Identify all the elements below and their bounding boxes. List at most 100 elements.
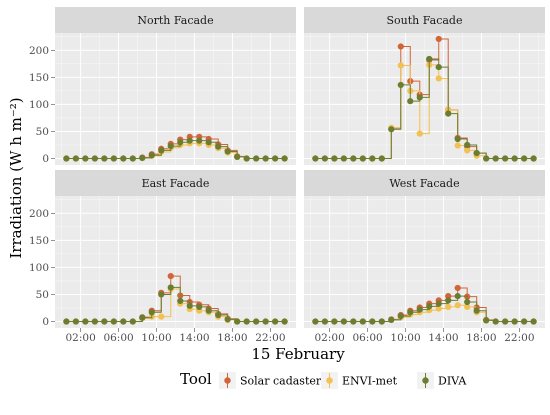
- data-point: [158, 291, 165, 298]
- data-point: [331, 318, 338, 325]
- data-point: [492, 155, 499, 162]
- data-point: [521, 155, 528, 162]
- data-point: [530, 155, 537, 162]
- data-point: [63, 318, 70, 325]
- series-diva: [312, 292, 537, 325]
- data-point: [435, 300, 442, 307]
- data-point: [388, 126, 395, 133]
- data-point: [110, 318, 117, 325]
- data-point: [454, 142, 461, 149]
- data-point: [397, 81, 404, 89]
- legend-label: Solar cadaster: [240, 375, 322, 388]
- facet-title: West Facade: [389, 177, 459, 190]
- data-point: [253, 155, 260, 162]
- facet-title: East Facade: [142, 177, 210, 190]
- data-point: [530, 318, 537, 325]
- y-tick-label: 100: [29, 262, 49, 274]
- legend: Tool Solar cadaster ENVI-met DIVA: [180, 370, 467, 389]
- data-point: [483, 317, 490, 324]
- data-point: [139, 314, 146, 321]
- x-tick-label: 18:00: [466, 332, 496, 344]
- data-point: [397, 62, 404, 69]
- data-point: [416, 130, 423, 137]
- data-point: [215, 143, 222, 150]
- facet-title: North Facade: [137, 14, 213, 27]
- legend-title: Tool: [180, 370, 212, 388]
- data-point: [129, 318, 136, 325]
- data-point: [407, 98, 414, 105]
- data-point: [340, 318, 347, 325]
- data-point: [129, 155, 136, 162]
- data-point: [435, 305, 442, 312]
- data-point: [205, 307, 212, 314]
- data-point: [196, 303, 203, 311]
- data-point: [177, 297, 184, 305]
- facet-strip: [304, 7, 545, 33]
- data-point: [521, 318, 528, 325]
- y-tick-label: 50: [36, 289, 49, 301]
- data-point: [82, 318, 89, 325]
- legend-label: ENVI-met: [342, 375, 398, 388]
- data-point: [464, 298, 471, 306]
- data-point: [167, 284, 174, 291]
- data-point: [454, 292, 461, 300]
- y-tick-label: 0: [42, 316, 49, 328]
- data-point: [91, 155, 98, 162]
- data-point: [445, 303, 452, 311]
- x-tick-label: 10:00: [390, 332, 420, 344]
- data-point: [435, 75, 442, 82]
- data-point: [378, 318, 385, 325]
- data-point: [158, 147, 165, 154]
- facet-strip: [304, 170, 545, 196]
- data-point: [234, 153, 241, 160]
- y-tick-label: 150: [29, 72, 49, 84]
- legend-item-solar-cadaster: Solar cadaster: [219, 372, 322, 389]
- facet-north-facade: North Facade: [55, 7, 296, 165]
- data-point: [492, 318, 499, 325]
- data-point: [407, 309, 414, 316]
- data-point: [312, 318, 319, 325]
- data-point: [243, 155, 250, 162]
- data-point: [110, 155, 117, 162]
- data-point: [72, 318, 79, 325]
- data-point: [416, 306, 423, 313]
- data-point: [72, 155, 79, 162]
- data-point: [445, 110, 452, 117]
- data-point: [186, 302, 193, 309]
- data-point: [224, 316, 231, 323]
- data-point: [63, 155, 70, 162]
- data-point: [464, 303, 471, 311]
- series-diva: [312, 55, 537, 162]
- data-point: [502, 318, 509, 325]
- data-point: [262, 155, 269, 162]
- x-tick-label: 18:00: [217, 332, 247, 344]
- y-tick-label: 150: [29, 235, 49, 247]
- data-point: [340, 155, 347, 162]
- y-tick-label: 100: [29, 99, 49, 111]
- y-tick-label: 200: [29, 45, 49, 57]
- data-point: [359, 318, 366, 325]
- y-tick-label: 0: [42, 153, 49, 165]
- data-point: [473, 149, 480, 157]
- data-point: [464, 141, 471, 149]
- data-point: [350, 155, 357, 162]
- axes-layer: 0 50 100 150 200 0 50 100 150 200 02:00 06:00 10:00 1…: [29, 45, 535, 344]
- data-point: [215, 311, 222, 319]
- data-point: [454, 302, 461, 309]
- legend-key-point: [422, 377, 429, 384]
- data-point: [321, 155, 328, 162]
- data-point: [186, 137, 193, 144]
- data-point: [167, 142, 174, 150]
- legend-key-point: [224, 377, 231, 384]
- data-point: [82, 155, 89, 162]
- facet-strip: [55, 170, 296, 196]
- data-point: [101, 318, 108, 325]
- data-point: [378, 155, 385, 162]
- data-point: [224, 148, 231, 155]
- x-tick-label: 22:00: [504, 332, 534, 344]
- data-point: [397, 43, 404, 50]
- data-point: [196, 137, 203, 144]
- data-point: [148, 152, 155, 159]
- legend-label: DIVA: [438, 375, 467, 388]
